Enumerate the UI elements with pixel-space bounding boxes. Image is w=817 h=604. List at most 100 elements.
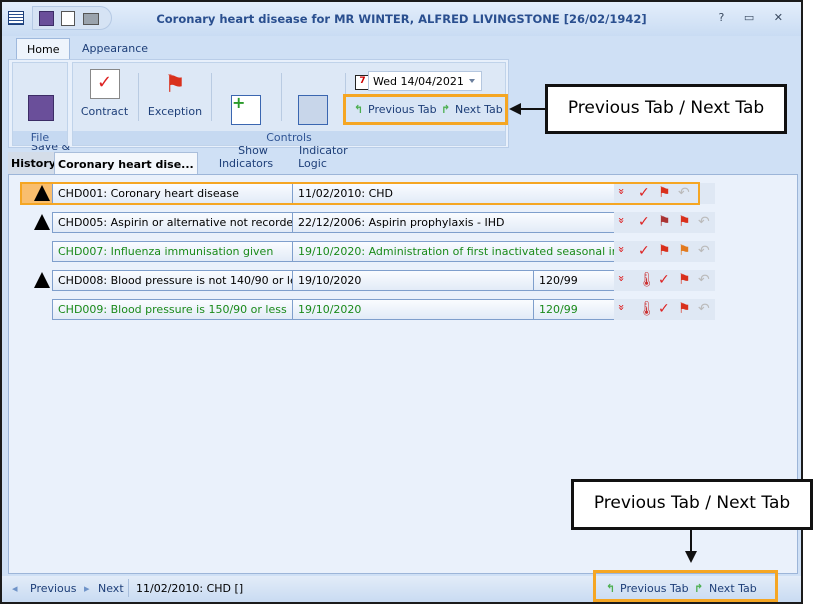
thermometer-icon[interactable]: 🌡 <box>638 301 656 317</box>
undo-icon[interactable]: ↶ <box>698 214 710 230</box>
tab-history[interactable]: History <box>8 152 59 174</box>
callout-arrow-head <box>509 103 521 115</box>
indicator-code: CHD005: Aspirin or alternative not recor… <box>52 212 293 233</box>
expand-chevron-icon[interactable]: » <box>614 304 628 311</box>
row-actions: » ✓ ⚑ ⚑ ↶ <box>614 212 715 233</box>
contract-icon: ✓ <box>89 69 120 99</box>
indicator-value: 120/99 <box>533 270 615 291</box>
controls-group-label: Controls <box>73 131 505 145</box>
red-flag-icon[interactable]: ⚑ <box>678 214 691 230</box>
red-flag-icon[interactable]: ⚑ <box>658 185 671 201</box>
exception-button[interactable]: ⚑ Exception <box>145 69 205 118</box>
window-title: Coronary heart disease for MR WINTER, AL… <box>156 12 647 26</box>
indicator-code: CHD007: Influenza immunisation given <box>52 241 293 262</box>
contract-icon[interactable]: ✓ <box>638 185 650 201</box>
contract-icon[interactable]: ✓ <box>658 272 670 288</box>
next-arrow-icon[interactable]: ▸ <box>84 582 90 595</box>
indicator-detail: 19/10/2020: Administration of first inac… <box>292 241 615 262</box>
tab-appearance[interactable]: Appearance <box>82 42 149 55</box>
indicator-logic-icon <box>297 95 328 125</box>
undo-icon[interactable]: ↶ <box>698 243 710 259</box>
warning-icon <box>34 272 50 288</box>
callout-arrow-line <box>520 108 545 110</box>
exception-flag-icon[interactable]: ⚑ <box>658 214 671 230</box>
status-next-tab-button[interactable]: Next Tab <box>709 582 757 595</box>
indicator-detail: 19/10/2020 <box>292 299 534 320</box>
separator <box>138 73 139 121</box>
next-button[interactable]: Next <box>98 582 124 595</box>
contract-icon[interactable]: ✓ <box>638 214 650 230</box>
row-actions: » ✓ ⚑ ⚑ ↶ <box>614 241 715 262</box>
title-bar: Coronary heart disease for MR WINTER, AL… <box>2 2 801 36</box>
next-tab-icon[interactable]: ↱ <box>441 103 451 116</box>
indicator-row[interactable]: CHD008: Blood pressure is not 140/90 or … <box>34 270 715 291</box>
undo-icon[interactable]: ↶ <box>678 185 690 201</box>
status-current-item: 11/02/2010: CHD [] <box>136 582 244 595</box>
print-icon[interactable] <box>83 13 99 25</box>
exception-label: Exception <box>147 105 203 118</box>
orange-flag-icon[interactable]: ⚑ <box>678 243 691 259</box>
indicator-row[interactable]: CHD007: Influenza immunisation given 19/1… <box>52 241 715 262</box>
chevron-down-icon[interactable] <box>469 79 475 83</box>
indicator-row[interactable]: CHD005: Aspirin or alternative not recor… <box>34 212 715 233</box>
red-flag-icon: ⚑ <box>164 70 186 98</box>
tab-home[interactable]: Home <box>16 38 71 60</box>
expand-chevron-icon[interactable]: » <box>614 217 628 224</box>
show-indicators-icon: + <box>231 95 261 125</box>
callout-bottom: Previous Tab / Next Tab <box>571 479 813 530</box>
file-group: Save & Close File <box>12 62 70 166</box>
undo-icon[interactable]: ↶ <box>698 272 710 288</box>
separator <box>128 579 129 597</box>
tab-coronary-heart-disease[interactable]: Coronary heart dise... <box>54 152 198 174</box>
document-tabs: History Coronary heart dise... <box>8 152 798 174</box>
next-tab-button[interactable]: Next Tab <box>455 103 503 116</box>
window-controls[interactable]: ? ▭ ✕ <box>718 11 791 24</box>
indicator-code: CHD009: Blood pressure is 150/90 or less <box>52 299 293 320</box>
indicator-value: 120/99 <box>533 299 615 320</box>
warning-icon <box>34 214 50 230</box>
indicator-code: CHD008: Blood pressure is not 140/90 or … <box>52 270 293 291</box>
red-flag-icon[interactable]: ⚑ <box>678 301 691 317</box>
callout-arrow-line <box>690 530 692 552</box>
show-indicators-button[interactable]: + Show Indicators <box>216 69 276 171</box>
file-group-label: File <box>13 131 67 145</box>
undo-icon[interactable]: ↶ <box>698 301 710 317</box>
separator <box>281 73 282 121</box>
previous-tab-button[interactable]: Previous Tab <box>368 103 437 116</box>
contract-icon[interactable]: ✓ <box>658 301 670 317</box>
contract-label: Contract <box>80 105 129 118</box>
date-picker[interactable]: Wed 14/04/2021 <box>368 71 482 91</box>
ribbon-tabs: Home Appearance <box>2 38 801 60</box>
previous-tab-icon[interactable]: ↰ <box>606 582 616 595</box>
print-preview-icon[interactable] <box>61 11 75 26</box>
red-flag-icon[interactable]: ⚑ <box>658 243 671 259</box>
callout-top: Previous Tab / Next Tab <box>545 84 787 134</box>
status-bar: ◂ Previous ▸ Next 11/02/2010: CHD [] ↰ P… <box>2 576 801 602</box>
status-previous-tab-button[interactable]: Previous Tab <box>620 582 689 595</box>
row-actions: » 🌡 ✓ ⚑ ↶ <box>614 299 715 320</box>
ribbon-tab-navigation: ↰ Previous Tab ↱ Next Tab <box>343 94 508 125</box>
previous-arrow-icon[interactable]: ◂ <box>12 582 18 595</box>
previous-button[interactable]: Previous <box>30 582 77 595</box>
contract-button[interactable]: ✓ Contract <box>77 69 132 118</box>
expand-chevron-icon[interactable]: » <box>614 275 628 282</box>
thermometer-icon[interactable]: 🌡 <box>638 272 656 288</box>
contract-icon[interactable]: ✓ <box>638 243 650 259</box>
expand-chevron-icon[interactable]: » <box>614 246 628 253</box>
next-tab-icon[interactable]: ↱ <box>694 582 704 595</box>
app-menu-icon[interactable] <box>8 11 24 25</box>
row-actions: » ✓ ⚑ ↶ <box>614 183 715 204</box>
indicator-logic-label: Indicator Logic <box>298 144 348 170</box>
indicator-detail: 19/10/2020 <box>292 270 534 291</box>
warning-icon <box>34 185 50 201</box>
previous-tab-icon[interactable]: ↰ <box>354 103 364 116</box>
row-actions: » 🌡 ✓ ⚑ ↶ <box>614 270 715 291</box>
indicator-logic-button[interactable]: Indicator Logic <box>285 69 348 170</box>
save-icon[interactable] <box>39 11 54 26</box>
red-flag-icon[interactable]: ⚑ <box>678 272 691 288</box>
status-nav-highlight <box>593 570 778 602</box>
separator <box>211 73 212 121</box>
callout-arrow-head <box>685 551 697 563</box>
indicator-detail: 22/12/2006: Aspirin prophylaxis - IHD <box>292 212 615 233</box>
indicator-row[interactable]: CHD009: Blood pressure is 150/90 or less… <box>52 299 715 320</box>
